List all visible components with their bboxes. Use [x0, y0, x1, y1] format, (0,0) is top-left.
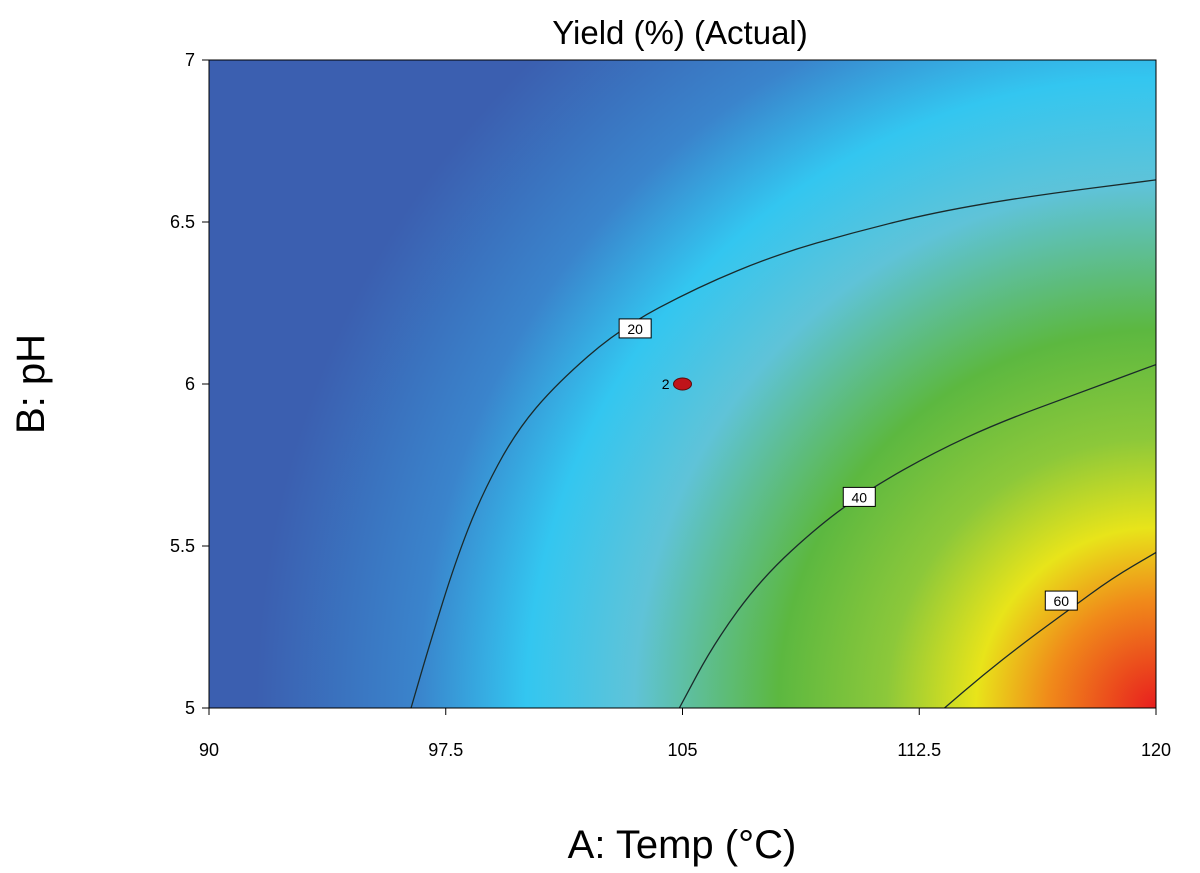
x-tick-label: 90	[199, 740, 219, 760]
x-tick-label: 112.5	[897, 740, 941, 760]
contour-labels: 20 40 60	[618, 318, 1078, 611]
contour-label-box	[842, 486, 876, 507]
x-axis-ticks: 90 97.5 105 112.5 120	[199, 708, 1171, 760]
contour-label: 20	[627, 321, 643, 337]
contour-label-box	[1044, 590, 1078, 611]
chart-title: Yield (%) (Actual)	[552, 14, 808, 51]
y-tick-label: 5.5	[170, 536, 195, 556]
design-point-label: 2	[662, 376, 670, 392]
contour-line-20	[410, 179, 1156, 708]
contour-line-40	[678, 363, 1156, 708]
design-points: 2	[662, 376, 692, 392]
contour-label: 60	[1054, 593, 1070, 609]
y-tick-label: 7	[185, 50, 195, 70]
y-axis-title: B: pH	[9, 334, 53, 434]
design-point	[673, 377, 692, 391]
y-tick-label: 6	[185, 374, 195, 394]
x-tick-label: 97.5	[428, 740, 463, 760]
contour-label: 40	[851, 489, 867, 505]
contour-label-box	[618, 318, 652, 339]
contour-lines	[410, 179, 1156, 708]
x-tick-label: 105	[667, 740, 697, 760]
contour-line-60	[944, 551, 1156, 708]
x-axis-title: A: Temp (°C)	[568, 823, 797, 867]
y-tick-label: 6.5	[170, 212, 195, 232]
y-axis-ticks: 5 5.5 6 6.5 7	[170, 50, 209, 718]
y-tick-label: 5	[185, 698, 195, 718]
x-tick-label: 120	[1141, 740, 1171, 760]
